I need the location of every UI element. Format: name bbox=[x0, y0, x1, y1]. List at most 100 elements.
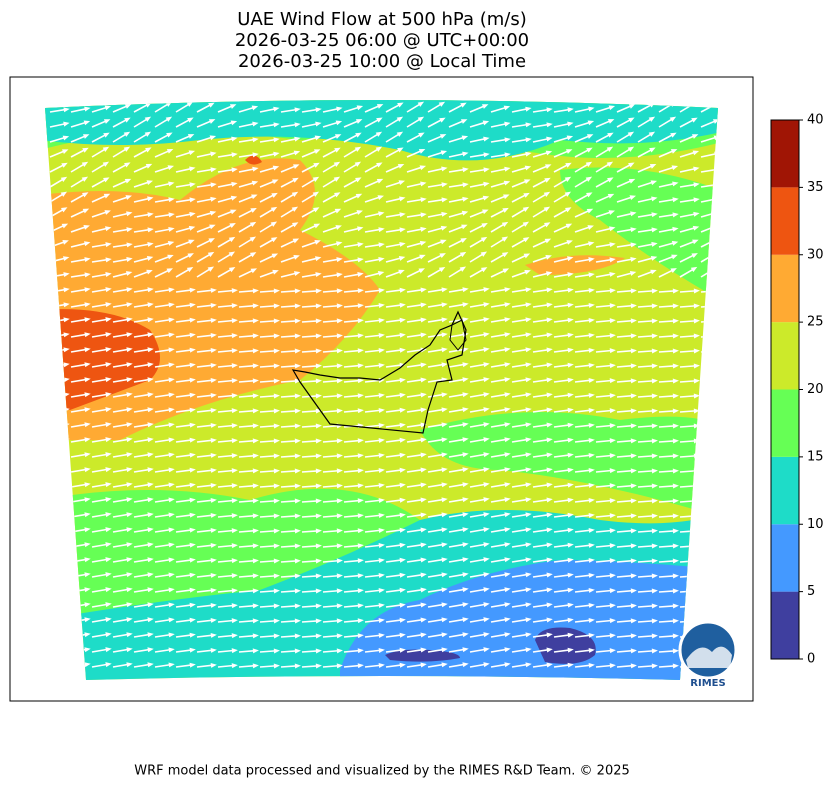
arrow-head bbox=[672, 543, 679, 549]
arrow-head bbox=[483, 407, 490, 413]
arrow-head bbox=[711, 266, 718, 272]
arrow-head bbox=[273, 288, 280, 294]
arrow-head bbox=[672, 468, 679, 474]
arrow-head bbox=[334, 134, 342, 139]
arrow-head bbox=[105, 662, 112, 668]
arrow-head bbox=[588, 302, 595, 308]
arrow-head bbox=[481, 222, 488, 228]
wind-arrow bbox=[700, 484, 718, 488]
arrow-head bbox=[231, 333, 238, 339]
arrow-head bbox=[440, 150, 448, 156]
arrow-head bbox=[336, 528, 343, 534]
arrow-head bbox=[63, 272, 70, 278]
arrow-head bbox=[648, 116, 656, 122]
arrow-head bbox=[651, 483, 658, 489]
arrow-head bbox=[357, 318, 364, 324]
arrow-head bbox=[420, 392, 427, 398]
arrow-head bbox=[630, 663, 637, 669]
arrow-head bbox=[609, 226, 616, 232]
arrow-head bbox=[270, 206, 278, 213]
arrow-head bbox=[357, 648, 364, 654]
arrow-head bbox=[252, 121, 259, 127]
arrow-head bbox=[378, 512, 385, 518]
arrow-head bbox=[315, 333, 322, 339]
arrow-head bbox=[693, 573, 700, 579]
arrow-head bbox=[315, 528, 322, 534]
arrow-head bbox=[124, 104, 132, 109]
arrow-head bbox=[291, 191, 299, 198]
arrow-head bbox=[462, 151, 469, 157]
arrow-head bbox=[671, 240, 679, 246]
arrow-head bbox=[315, 318, 322, 324]
arrow-head bbox=[628, 162, 635, 168]
arrow-head bbox=[252, 363, 259, 369]
arrow-head bbox=[294, 543, 301, 549]
arrow-head bbox=[504, 512, 511, 518]
arrow-head bbox=[399, 332, 406, 338]
arrow-head bbox=[483, 347, 490, 353]
arrow-head bbox=[714, 423, 718, 429]
arrow-head bbox=[294, 423, 301, 429]
arrow-head bbox=[546, 392, 553, 398]
arrow-head bbox=[546, 617, 553, 623]
colorbar-tick-label: 35 bbox=[807, 180, 824, 195]
arrow-head bbox=[105, 572, 112, 578]
arrow-head bbox=[399, 347, 406, 353]
arrow-head bbox=[525, 587, 532, 593]
arrow-head bbox=[315, 558, 322, 564]
arrow-head bbox=[210, 632, 217, 638]
arrow-head bbox=[483, 632, 490, 638]
arrow-head bbox=[504, 467, 511, 473]
arrow-head bbox=[60, 191, 68, 197]
arrow-head bbox=[189, 512, 196, 518]
arrow-head bbox=[648, 131, 656, 137]
arrow-head bbox=[525, 317, 532, 323]
arrow-head bbox=[501, 221, 509, 228]
arrow-head bbox=[168, 437, 175, 443]
arrow-head bbox=[588, 527, 595, 533]
arrow-head bbox=[84, 377, 91, 383]
arrow-head bbox=[294, 453, 301, 459]
arrow-head bbox=[273, 318, 280, 324]
arrow-head bbox=[399, 467, 406, 473]
arrow-head bbox=[378, 662, 385, 668]
arrow-head bbox=[588, 497, 595, 503]
arrow-head bbox=[63, 452, 70, 458]
colorbar-tick-label: 20 bbox=[807, 382, 824, 397]
arrow-head bbox=[84, 602, 91, 608]
arrow-head bbox=[378, 287, 385, 293]
arrow-head bbox=[168, 542, 175, 548]
arrow-head bbox=[651, 468, 658, 474]
arrow-head bbox=[294, 288, 301, 294]
arrow-head bbox=[252, 333, 259, 339]
arrow-head bbox=[399, 497, 406, 503]
arrow-head bbox=[399, 647, 406, 653]
arrow-head bbox=[126, 347, 133, 353]
arrow-head bbox=[147, 452, 154, 458]
arrow-head bbox=[312, 191, 320, 197]
arrow-head bbox=[105, 467, 112, 473]
arrow-head bbox=[126, 527, 133, 533]
arrow-head bbox=[168, 302, 175, 308]
arrow-head bbox=[105, 347, 112, 353]
arrow-head bbox=[231, 378, 238, 384]
arrow-head bbox=[62, 135, 70, 141]
arrow-head bbox=[630, 333, 637, 339]
arrow-head bbox=[609, 528, 616, 534]
arrow-head bbox=[588, 467, 595, 473]
wind-arrow bbox=[700, 499, 718, 503]
arrow-head bbox=[166, 148, 174, 154]
arrow-head bbox=[693, 348, 700, 354]
arrow-head bbox=[84, 497, 91, 503]
arrow-head bbox=[252, 166, 259, 172]
arrow-head bbox=[420, 662, 427, 668]
arrow-head bbox=[376, 162, 383, 168]
arrow-head bbox=[63, 557, 70, 563]
arrow-head bbox=[210, 377, 217, 383]
arrow-head bbox=[525, 542, 532, 548]
arrow-head bbox=[189, 362, 196, 368]
arrow-head bbox=[333, 176, 341, 182]
arrow-head bbox=[336, 333, 343, 339]
arrow-head bbox=[441, 332, 448, 338]
arrow-head bbox=[609, 408, 616, 414]
